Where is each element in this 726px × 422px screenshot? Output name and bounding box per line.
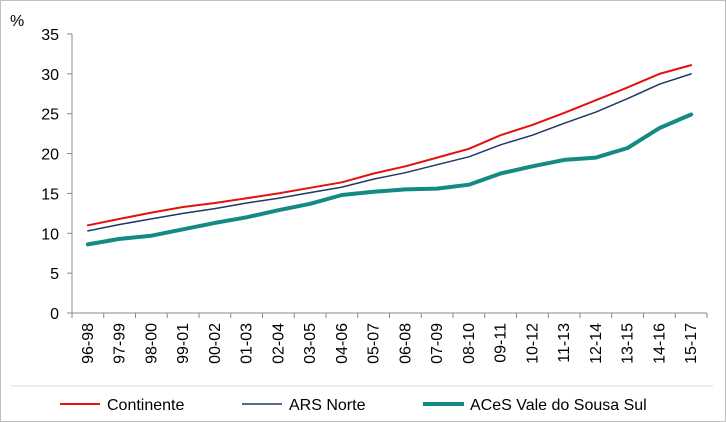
x-tick-label: 12-14: [588, 323, 605, 364]
series-line-0: [86, 64, 693, 227]
legend: Continente ARS Norte ACeS Vale do Sousa Su…: [11, 385, 713, 414]
x-tick-label: 96-98: [80, 323, 97, 364]
legend-items: Continente ARS Norte ACeS Vale do Sousa Su…: [60, 397, 647, 414]
x-tick-label: 02-04: [270, 323, 287, 364]
x-tick-label: 98-00: [143, 323, 160, 364]
x-tick-label: 04-06: [334, 323, 351, 364]
y-tick-label: 30: [41, 67, 59, 84]
y-tick-label: 25: [41, 107, 59, 124]
x-tick-label: 05-07: [366, 323, 383, 364]
series-line-2: [85, 112, 694, 247]
x-tick-label: 08-10: [461, 323, 478, 364]
x-tick-label: 09-11: [493, 323, 510, 363]
legend-label-0: Continente: [107, 397, 184, 414]
x-tick-label: 97-99: [112, 323, 129, 364]
y-tick-label: 5: [50, 266, 59, 283]
x-tick-label: 07-09: [429, 323, 446, 364]
x-tick-label: 06-08: [397, 323, 414, 364]
x-tick-label: 11-13: [556, 323, 573, 363]
legend-label-2: ACeS Vale do Sousa Sul: [470, 397, 647, 414]
y-tick-label: 10: [41, 226, 59, 243]
x-tick-label: 10-12: [524, 323, 541, 364]
y-tick-label: 20: [41, 147, 59, 164]
y-tick-label: 15: [41, 186, 59, 203]
y-tick-label: 0: [50, 306, 59, 323]
x-tick-label: 99-01: [175, 323, 192, 364]
y-axis-unit-label: %: [10, 13, 24, 30]
x-tick-label: 01-03: [239, 323, 256, 364]
x-tick-label: 15-17: [683, 323, 700, 364]
x-tick-label: 00-02: [207, 323, 224, 364]
x-tick-label: 03-05: [302, 323, 319, 364]
y-tick-label: 35: [41, 27, 59, 44]
legend-label-1: ARS Norte: [289, 397, 366, 414]
y-axis-ticks: 0 5 10 15 20 25 30 35: [41, 27, 72, 323]
series-lines: [85, 64, 694, 247]
x-axis-ticks: 96-98 97-99 98-00 99-01 00-02 01-03 02-04 03-05…: [71, 313, 708, 364]
x-tick-label: 14-16: [651, 323, 668, 364]
axes: [71, 34, 707, 314]
series-line-1: [87, 73, 692, 232]
x-tick-label: 13-15: [620, 323, 637, 364]
